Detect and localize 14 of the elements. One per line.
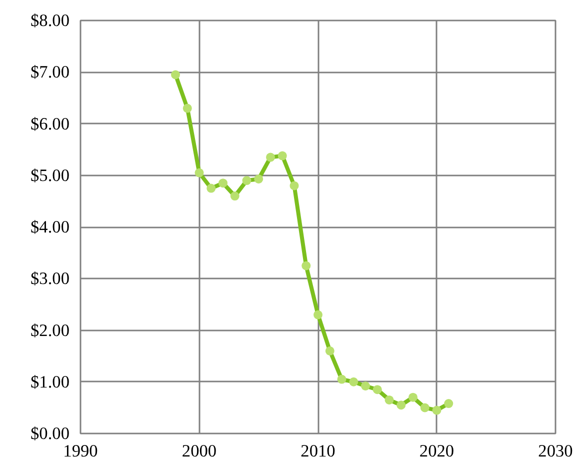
x-tick-label: 2000: [182, 442, 217, 460]
y-tick-label: $2.00: [30, 320, 70, 340]
x-tick-label: 2030: [538, 442, 573, 460]
y-tick-label: $5.00: [30, 166, 70, 185]
y-tick-label: $1.00: [30, 372, 70, 392]
x-tick-label: 2020: [419, 442, 454, 460]
y-tick-label: $8.00: [30, 11, 70, 30]
y-tick-label: $3.00: [30, 269, 70, 288]
y-tick-label: $6.00: [30, 114, 70, 134]
x-tick-label: 2010: [300, 442, 336, 460]
y-tick-label: $7.00: [30, 62, 70, 82]
y-tick-label: $0.00: [30, 424, 70, 443]
y-tick-label: $4.00: [30, 218, 70, 236]
x-tick-label: 1990: [63, 442, 98, 460]
